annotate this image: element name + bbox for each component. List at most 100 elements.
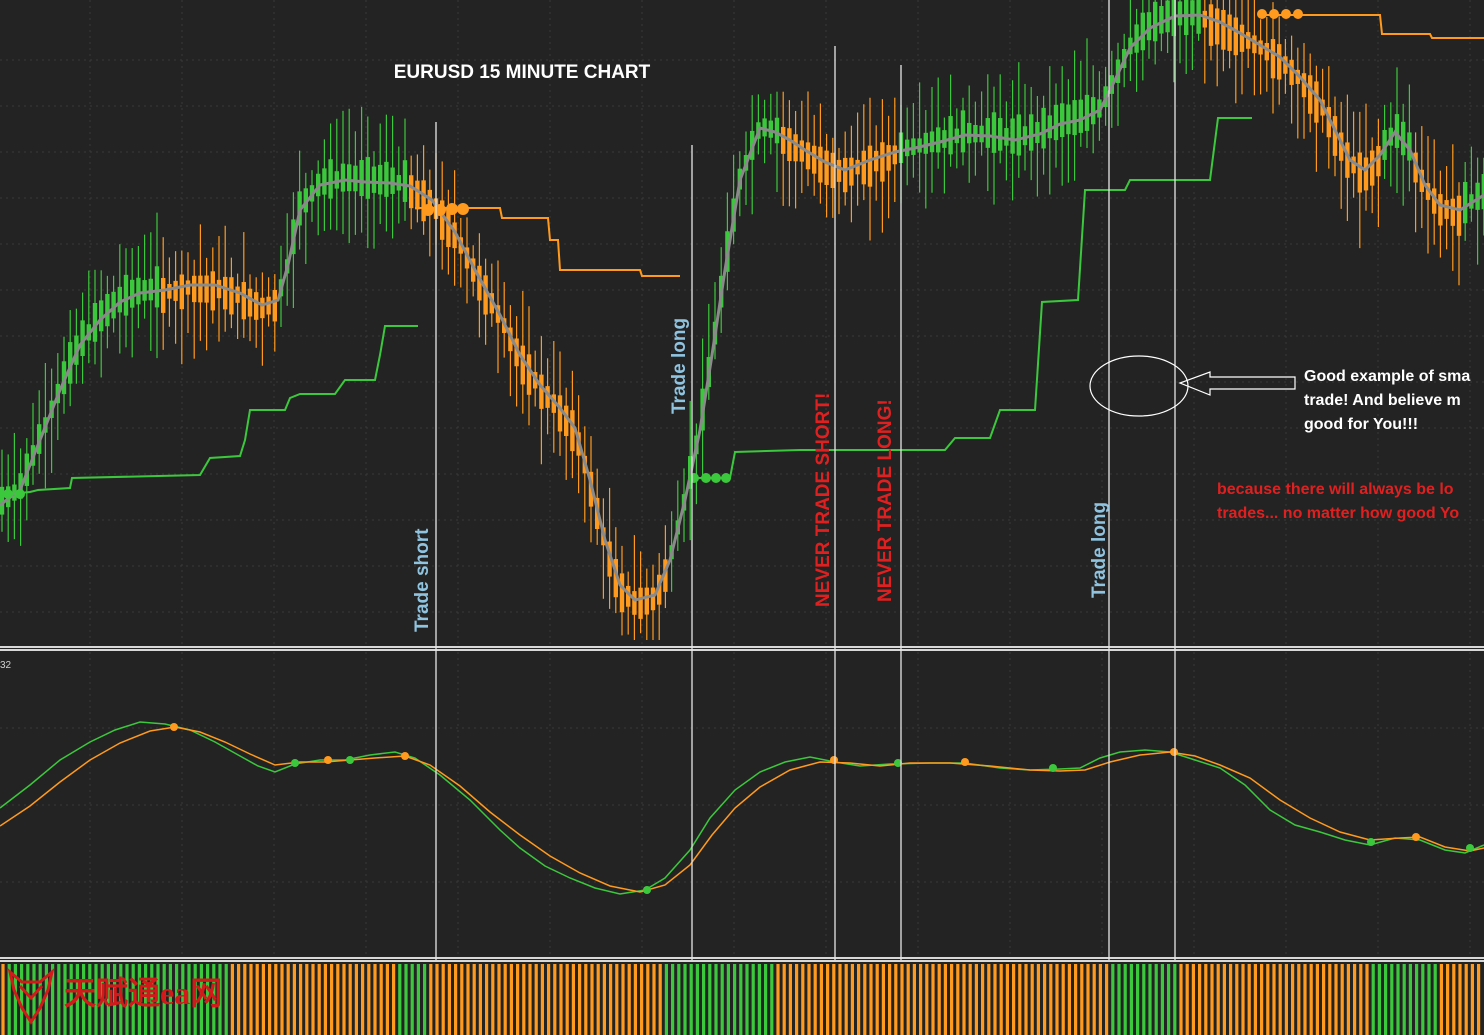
candle-body — [867, 145, 873, 187]
candle-body — [1425, 183, 1431, 200]
histogram-bar — [1173, 964, 1177, 1035]
histogram-bar — [354, 964, 358, 1035]
candle-body — [260, 297, 265, 319]
histogram-bar — [745, 964, 749, 1035]
histogram-bar — [627, 964, 631, 1035]
candle-body — [539, 374, 544, 409]
histogram-bar — [1303, 964, 1307, 1035]
histogram-bar — [379, 964, 383, 1035]
histogram-bar — [1036, 964, 1040, 1035]
histogram-bar — [838, 964, 842, 1035]
candle-body — [781, 126, 786, 154]
histogram-bar — [770, 964, 774, 1035]
annotation-never-short: NEVER TRADE SHORT! — [813, 393, 834, 607]
candle-body — [1332, 116, 1338, 156]
candle-body — [861, 150, 866, 185]
histogram-bar — [1371, 964, 1375, 1035]
histogram-bar — [1105, 964, 1109, 1035]
candle-body — [880, 142, 885, 182]
candle-body — [911, 138, 916, 155]
candle-body — [105, 293, 110, 327]
histogram-bar — [286, 964, 290, 1035]
candle-body — [1084, 94, 1090, 131]
histogram-bar — [218, 964, 222, 1035]
candle-body — [396, 175, 401, 191]
histogram-bar — [1458, 964, 1462, 1035]
candle-body — [663, 559, 668, 592]
histogram-bar — [441, 964, 445, 1035]
candle-body — [427, 189, 432, 215]
note-red-line: because there will always be lo — [1217, 481, 1454, 498]
histogram-bar — [82, 964, 86, 1035]
histogram-bar — [621, 964, 625, 1035]
histogram-bar — [720, 964, 724, 1035]
histogram-bar — [1136, 964, 1140, 1035]
histogram-bar — [658, 964, 662, 1035]
candle-body — [514, 338, 519, 367]
oscillator-signal-dots — [170, 723, 1474, 894]
histogram-bar — [274, 964, 278, 1035]
histogram-bar — [726, 964, 730, 1035]
candle-body — [1165, 0, 1170, 33]
histogram-bar — [1353, 964, 1357, 1035]
histogram-bar — [317, 964, 321, 1035]
candle-body — [787, 128, 792, 162]
histogram-bar — [633, 964, 637, 1035]
candle-body — [998, 118, 1003, 151]
histogram-bar — [609, 964, 613, 1035]
histogram-bar — [950, 964, 954, 1035]
histogram-bar — [509, 964, 513, 1035]
candle-body — [824, 150, 829, 185]
histogram-bar — [751, 964, 755, 1035]
candle-body — [1246, 32, 1251, 49]
histogram-bar — [596, 964, 600, 1035]
histogram-bar — [881, 964, 885, 1035]
histogram-bar — [1291, 964, 1295, 1035]
candle-body — [1475, 182, 1480, 210]
histogram-bar — [1359, 964, 1363, 1035]
candle-body — [936, 127, 941, 153]
candle-body — [402, 160, 408, 202]
candle-body — [1363, 157, 1369, 191]
histogram-bar — [1067, 964, 1071, 1035]
histogram-bar — [404, 964, 408, 1035]
candle-body — [564, 405, 569, 437]
histogram-bar — [7, 964, 11, 1035]
candle-body — [849, 157, 854, 186]
histogram-bar — [788, 964, 792, 1035]
histogram-bar — [894, 964, 898, 1035]
histogram-bar — [268, 964, 272, 1035]
histogram-bar — [373, 964, 377, 1035]
histogram-bar — [1055, 964, 1059, 1035]
histogram-bar — [819, 964, 823, 1035]
candle-body — [235, 286, 240, 303]
histogram-bar — [571, 964, 575, 1035]
histogram-bar — [906, 964, 910, 1035]
histogram-bar — [1123, 964, 1127, 1035]
histogram-bar — [807, 964, 811, 1035]
candle-body — [1177, 1, 1183, 26]
candle-body — [198, 275, 203, 303]
histogram-bar — [125, 964, 129, 1035]
histogram-bar — [987, 964, 991, 1035]
histogram-bar — [1049, 964, 1053, 1035]
histogram-bar — [1433, 964, 1437, 1035]
histogram-bar — [999, 964, 1003, 1035]
histogram-bar — [540, 964, 544, 1035]
candle-body — [1159, 6, 1164, 34]
histogram-bar — [206, 964, 210, 1035]
histogram-bar — [162, 964, 166, 1035]
histogram-bar — [1266, 964, 1270, 1035]
histogram-bar — [392, 964, 396, 1035]
candle-body — [973, 125, 978, 143]
histogram-bar — [1191, 964, 1195, 1035]
histogram-bar — [615, 964, 619, 1035]
histogram-bar — [292, 964, 296, 1035]
histogram-bar — [305, 964, 309, 1035]
candle-body — [830, 152, 835, 188]
histogram-bar — [1464, 964, 1468, 1035]
histogram-bar — [230, 964, 234, 1035]
histogram-bar — [137, 964, 141, 1035]
histogram-bar — [875, 964, 879, 1035]
candle-body — [985, 118, 990, 148]
